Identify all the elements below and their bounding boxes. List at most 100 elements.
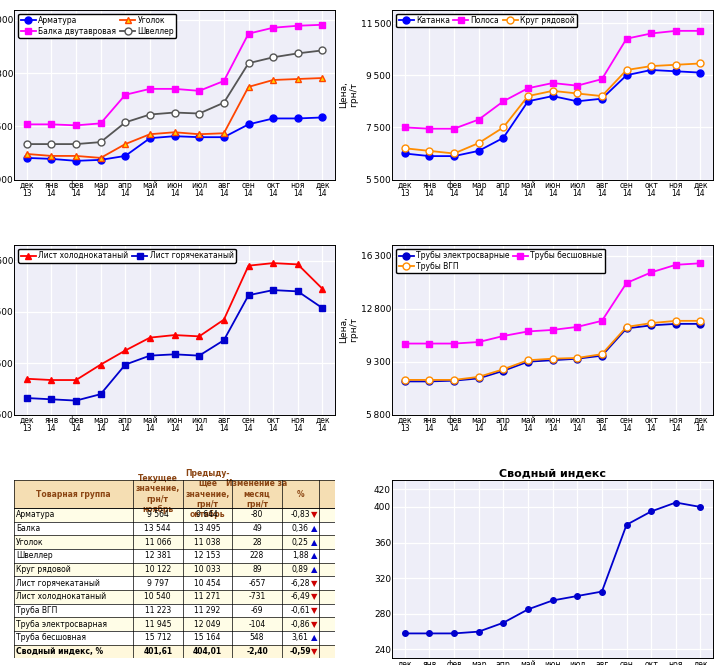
Круг рядовой: [622, 66, 631, 74]
Швеллер: [170, 108, 179, 116]
Полоса: [523, 84, 532, 92]
Катанка: [573, 97, 582, 105]
Text: ▲: ▲: [310, 633, 317, 642]
Круг рядовой: [672, 61, 680, 68]
Text: -69: -69: [251, 606, 264, 615]
Text: 11 292: 11 292: [194, 606, 220, 615]
Круг рядовой: [474, 139, 483, 147]
Катанка: [499, 134, 508, 142]
Лист горячекатаный: [96, 390, 105, 398]
Круг рядовой: [425, 147, 433, 155]
Трубы бесшовные: [598, 317, 606, 325]
Line: Швеллер: Швеллер: [23, 47, 326, 148]
Text: -0,59: -0,59: [289, 647, 311, 656]
Уголок: [244, 83, 253, 91]
Трубы электросварные: [425, 378, 433, 386]
Арматура: [318, 114, 327, 122]
Швеллер: [294, 49, 302, 57]
Text: 0,89: 0,89: [292, 565, 309, 574]
Text: 9 564: 9 564: [147, 510, 168, 519]
Трубы ВГП: [499, 365, 508, 373]
Line: Трубы ВГП: Трубы ВГП: [401, 317, 704, 383]
FancyBboxPatch shape: [14, 508, 335, 521]
Лист горячекатаный: [269, 286, 277, 294]
Балка двутавровая: [96, 120, 105, 128]
Text: Лист холоднокатаный: Лист холоднокатаный: [16, 593, 106, 601]
Text: -0,61: -0,61: [290, 606, 310, 615]
Трубы электросварные: [549, 356, 557, 364]
Text: 28: 28: [252, 537, 262, 547]
Трубы бесшовные: [450, 340, 459, 348]
Text: Сводный индекс, %: Сводный индекс, %: [16, 647, 103, 656]
Арматура: [72, 157, 81, 165]
Трубы электросварные: [672, 320, 680, 328]
Трубы электросварные: [573, 354, 582, 362]
Полоса: [696, 27, 705, 35]
Text: ▼: ▼: [310, 606, 317, 615]
Text: 11 223: 11 223: [145, 606, 171, 615]
Text: -80: -80: [251, 510, 264, 519]
Text: -657: -657: [248, 579, 266, 588]
Катанка: [523, 97, 532, 105]
Швеллер: [72, 140, 81, 148]
FancyBboxPatch shape: [14, 644, 335, 658]
Лист холоднокатаный: [318, 285, 327, 293]
Полоса: [672, 27, 680, 35]
Уголок: [269, 76, 277, 84]
Трубы ВГП: [450, 376, 459, 384]
Text: Арматура: Арматура: [16, 510, 55, 519]
Катанка: [450, 152, 459, 160]
Арматура: [294, 114, 302, 122]
Лист горячекатаный: [244, 291, 253, 299]
Text: 11 945: 11 945: [145, 620, 171, 628]
Лист холоднокатаный: [294, 261, 302, 269]
FancyBboxPatch shape: [14, 617, 335, 631]
Трубы ВГП: [573, 354, 582, 362]
Уголок: [145, 130, 154, 138]
Text: ▲: ▲: [310, 551, 317, 560]
Лист холоднокатаный: [170, 331, 179, 339]
Трубы ВГП: [474, 373, 483, 381]
Уголок: [72, 152, 81, 160]
Балка двутавровая: [145, 85, 154, 93]
Трубы электросварные: [450, 376, 459, 384]
Полоса: [573, 82, 582, 90]
Лист холоднокатаный: [195, 332, 204, 340]
Арматура: [96, 156, 105, 164]
Лист горячекатаный: [145, 352, 154, 360]
Трубы ВГП: [696, 317, 705, 325]
Арматура: [244, 120, 253, 128]
Балка двутавровая: [195, 87, 204, 95]
Title: Сводный индекс: Сводный индекс: [499, 468, 606, 478]
Уголок: [96, 154, 105, 162]
Трубы электросварные: [400, 378, 409, 386]
Лист горячекатаный: [47, 395, 55, 403]
Швеллер: [220, 98, 228, 106]
Text: Круг рядовой: Круг рядовой: [16, 565, 71, 574]
Text: Швеллер: Швеллер: [16, 551, 53, 560]
FancyBboxPatch shape: [14, 549, 335, 563]
Трубы ВГП: [425, 376, 433, 384]
Text: ▼: ▼: [310, 647, 317, 656]
Лист холоднокатаный: [269, 259, 277, 267]
Text: 15 712: 15 712: [145, 633, 171, 642]
Лист холоднокатаный: [22, 375, 31, 383]
Трубы бесшовные: [474, 338, 483, 346]
Трубы бесшовные: [425, 340, 433, 348]
Text: 13 495: 13 495: [194, 524, 221, 533]
Text: 1,88: 1,88: [292, 551, 309, 560]
Text: 548: 548: [250, 633, 264, 642]
Швеллер: [244, 59, 253, 67]
Text: ▲: ▲: [310, 537, 317, 547]
Text: 49: 49: [252, 524, 262, 533]
Трубы ВГП: [400, 376, 409, 384]
Трубы электросварные: [598, 352, 606, 360]
Text: Труба ВГП: Труба ВГП: [16, 606, 58, 615]
Text: -2,40: -2,40: [246, 647, 268, 656]
Text: 11 038: 11 038: [194, 537, 220, 547]
Text: 9 644: 9 644: [197, 510, 218, 519]
Круг рядовой: [647, 62, 655, 70]
FancyBboxPatch shape: [14, 604, 335, 617]
Лист холоднокатаный: [47, 376, 55, 384]
Круг рядовой: [523, 92, 532, 100]
